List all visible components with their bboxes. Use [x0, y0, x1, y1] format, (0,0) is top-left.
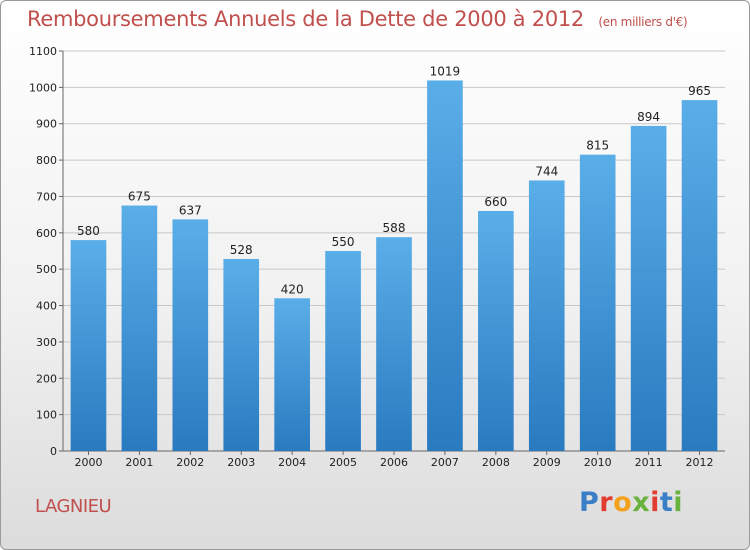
bar-value-label: 965: [688, 84, 711, 98]
chart-subtitle: (en milliers d'€): [598, 15, 688, 29]
bar-layer: [70, 80, 718, 452]
label-layer: 580 675 637 528 420 550 588 1019 660 744 815 894 965: [77, 64, 711, 296]
y-tick-label: 600: [36, 227, 57, 240]
bar-2002: [172, 219, 209, 451]
y-tick-label: 700: [36, 190, 57, 203]
bar-2005: [325, 251, 361, 451]
bar-value-label: 675: [128, 190, 151, 204]
proxiti-logo: Proxiti: [579, 487, 683, 518]
axis-layer: 0 100 200 300 400 500 600 700 800 900 1000 1100 2000…: [29, 45, 725, 469]
x-tick-label: 2002: [176, 456, 204, 469]
brand-letter: i: [673, 487, 684, 518]
bar-2003: [223, 259, 260, 451]
bar-value-label: 528: [230, 243, 253, 257]
bar-2000: [70, 240, 107, 451]
brand-letter: r: [599, 487, 614, 518]
bar-value-label: 660: [484, 195, 507, 209]
brand-letter: o: [613, 487, 633, 518]
y-tick-label: 1100: [29, 45, 57, 58]
bar-2001: [121, 205, 158, 451]
x-tick-label: 2006: [380, 456, 408, 469]
x-tick-label: 2000: [74, 456, 102, 469]
y-tick-label: 500: [36, 263, 57, 276]
bar-value-label: 815: [586, 139, 609, 153]
x-tick-label: 2005: [329, 456, 357, 469]
x-tick-label: 2010: [584, 456, 612, 469]
y-tick-label: 300: [36, 336, 57, 349]
x-tick-label: 2003: [227, 456, 255, 469]
x-tick-label: 2007: [431, 456, 459, 469]
brand-letter: P: [579, 487, 600, 518]
x-tick-label: 2001: [125, 456, 153, 469]
chart-title-text: Remboursements Annuels de la Dette de 20…: [27, 7, 584, 31]
bar-2009: [528, 180, 565, 452]
chart-title: Remboursements Annuels de la Dette de 20…: [27, 7, 688, 31]
brand-letter: t: [659, 487, 674, 518]
y-tick-label: 100: [36, 409, 57, 422]
x-tick-label: 2011: [635, 456, 663, 469]
y-tick-label: 900: [36, 118, 57, 131]
y-tick-label: 0: [50, 445, 57, 458]
brand-letter: x: [632, 487, 651, 518]
y-tick-label: 1000: [29, 81, 57, 94]
bar-value-label: 550: [332, 235, 355, 249]
bar-value-label: 420: [281, 282, 304, 296]
y-tick-label: 200: [36, 372, 57, 385]
bar-2006: [376, 237, 412, 451]
bar-2008: [478, 211, 514, 451]
x-tick-label: 2008: [482, 456, 510, 469]
bar-2010: [579, 154, 616, 452]
city-name: LAGNIEU: [35, 496, 112, 517]
bar-2012: [681, 100, 718, 451]
brand-letter: i: [650, 487, 660, 518]
x-tick-label: 2009: [533, 456, 561, 469]
bar-2004: [274, 298, 310, 451]
bar-2011: [630, 125, 667, 451]
bar-value-label: 744: [535, 164, 558, 178]
y-tick-label: 400: [36, 300, 57, 313]
bar-value-label: 894: [637, 110, 660, 124]
bar-value-label: 580: [77, 224, 100, 238]
bar-2007: [427, 80, 463, 452]
bar-value-label: 1019: [430, 64, 461, 78]
bar-value-label: 637: [179, 203, 202, 217]
y-tick-label: 800: [36, 154, 57, 167]
x-tick-label: 2012: [686, 456, 714, 469]
bar-value-label: 588: [383, 221, 406, 235]
x-tick-label: 2004: [278, 456, 306, 469]
